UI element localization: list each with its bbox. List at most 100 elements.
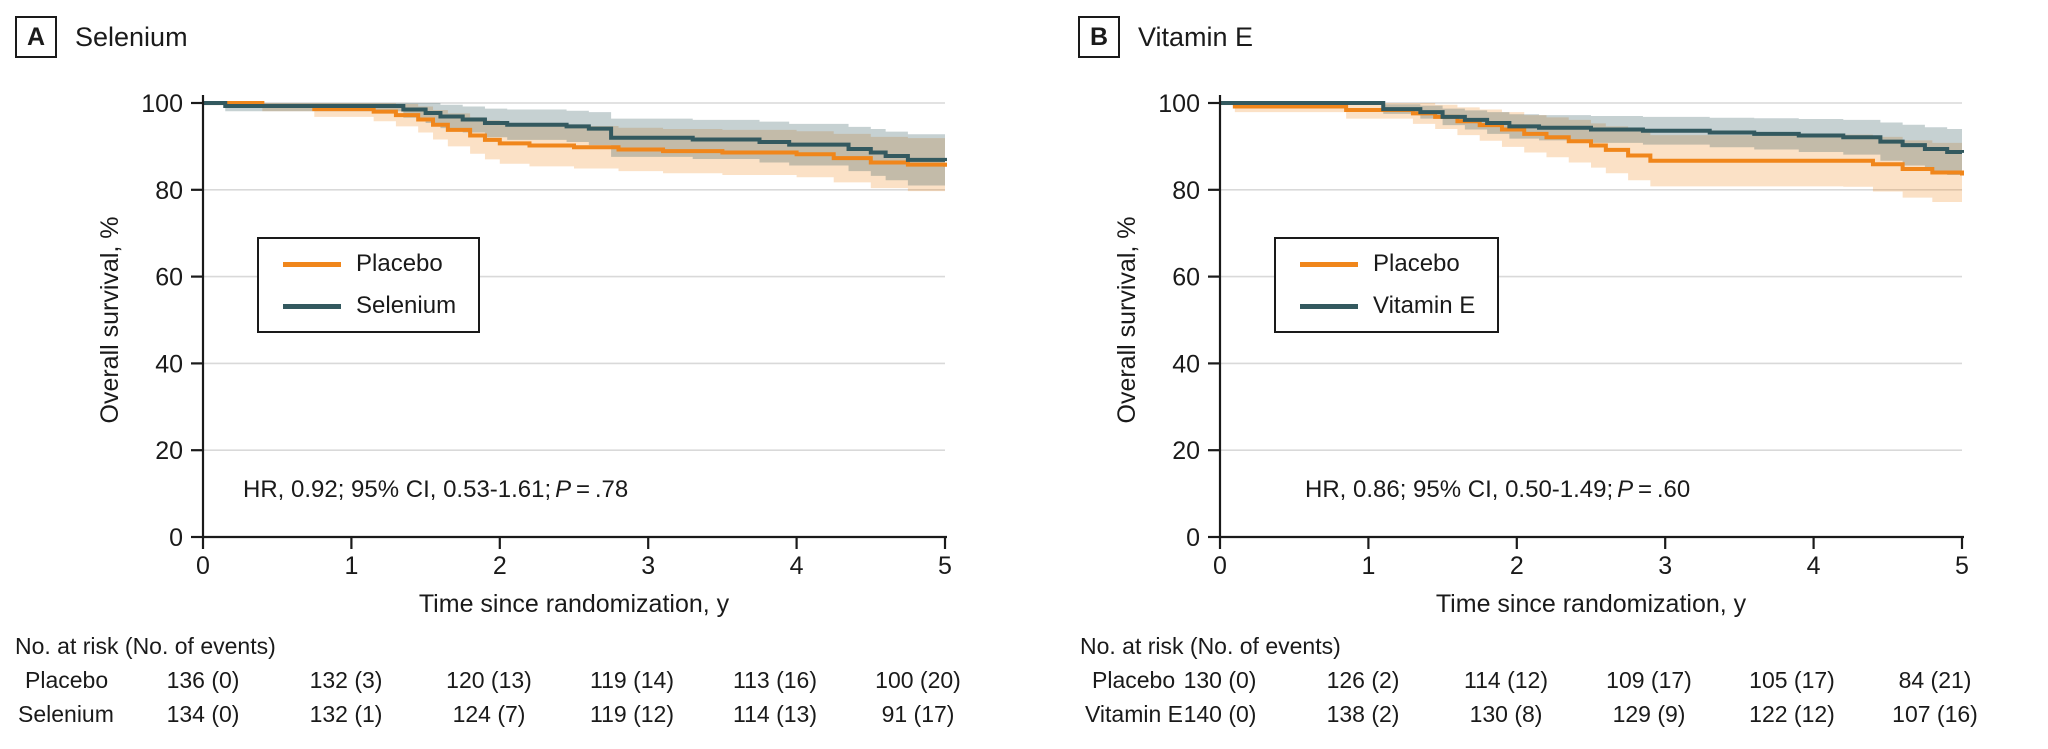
panel-a-title: A Selenium — [15, 16, 188, 58]
axes — [191, 95, 947, 549]
legend-row-placebo: Placebo — [283, 250, 456, 278]
risk-value: 113 (16) — [733, 667, 817, 693]
placebo-curve — [1220, 101, 1964, 176]
svg-text:3: 3 — [641, 552, 655, 580]
svg-text:0: 0 — [169, 524, 183, 552]
risk-value: 132 (3) — [309, 667, 383, 693]
panel-a-title-text: Selenium — [75, 21, 188, 52]
risk-value: 105 (17) — [1749, 667, 1835, 693]
svg-text:4: 4 — [790, 552, 804, 580]
risk-value: 114 (13) — [733, 701, 817, 727]
hr-annotation-a: HR, 0.92; 95% CI, 0.53-1.61; P = .78 — [243, 476, 628, 504]
risk-value: 120 (13) — [446, 667, 532, 693]
risk-table-b-header: No. at risk (No. of events) — [1080, 633, 1341, 659]
svg-text:5: 5 — [1955, 552, 1969, 580]
y-axis-title: Overall survival, % — [96, 217, 124, 424]
svg-text:1: 1 — [344, 552, 358, 580]
risk-value: 84 (21) — [1898, 667, 1972, 693]
risk-value: 107 (16) — [1892, 701, 1978, 727]
legend-label-placebo: Placebo — [1373, 250, 1460, 277]
svg-text:4: 4 — [1807, 552, 1821, 580]
placebo-line-swatch — [283, 261, 341, 267]
survival-curves — [1220, 101, 1964, 176]
selenium-line-swatch — [283, 303, 341, 309]
svg-text:3: 3 — [1658, 552, 1672, 580]
x-axis-title: Time since randomization, y — [419, 590, 730, 618]
svg-text:40: 40 — [1172, 350, 1200, 378]
risk-value: 100 (20) — [875, 667, 961, 693]
risk-value: 140 (0) — [1183, 701, 1257, 727]
vitamin-e-line-swatch — [1300, 303, 1358, 309]
risk-value: 129 (9) — [1612, 701, 1686, 727]
svg-text:100: 100 — [141, 90, 183, 118]
hr-annotation-a-text: HR, 0.92; 95% CI, 0.53-1.61; — [243, 476, 552, 503]
svg-text:2: 2 — [1510, 552, 1524, 580]
svg-text:5: 5 — [938, 552, 952, 580]
risk-row-label: Placebo — [25, 667, 109, 693]
legend-label-vitamin-e: Vitamin E — [1373, 292, 1476, 319]
vitamin-e-curve — [1220, 101, 1964, 155]
selenium-curve — [203, 101, 947, 162]
tick-labels: 0 20 40 60 80 100 0 1 2 3 4 5 — [141, 90, 952, 580]
panel-b-title: B Vitamin E — [1078, 16, 1253, 58]
placebo-line-swatch — [1300, 261, 1358, 267]
risk-row-label: Placebo — [1092, 667, 1176, 693]
hr-annotation-b: HR, 0.86; 95% CI, 0.50-1.49; P = .60 — [1305, 476, 1690, 504]
panel-b-legend: Placebo Vitamin E — [1274, 237, 1500, 333]
selenium-ci-band — [203, 103, 945, 188]
risk-value: 124 (7) — [452, 701, 526, 727]
svg-text:20: 20 — [155, 437, 183, 465]
risk-value: 138 (2) — [1326, 701, 1400, 727]
tick-labels: 0 20 40 60 80 100 0 1 2 3 4 5 — [1158, 90, 1969, 580]
risk-value: 109 (17) — [1606, 667, 1692, 693]
svg-text:60: 60 — [155, 264, 183, 292]
svg-text:80: 80 — [155, 177, 183, 205]
risk-value: 130 (0) — [1183, 667, 1257, 693]
risk-value: 119 (12) — [590, 701, 674, 727]
svg-text:1: 1 — [1361, 552, 1375, 580]
legend-row-placebo: Placebo — [1300, 250, 1475, 278]
survival-curves — [203, 101, 947, 167]
panel-a-letter-box: A — [15, 16, 57, 58]
placebo-ci-band — [1220, 103, 1962, 206]
y-axis-title: Overall survival, % — [1113, 217, 1141, 424]
svg-text:0: 0 — [196, 552, 210, 580]
svg-text:20: 20 — [1172, 437, 1200, 465]
risk-row-label: Vitamin E — [1085, 701, 1184, 727]
panel-b-plot: 0 20 40 60 80 100 0 1 2 3 4 5 Time since randomizati… — [1113, 90, 1969, 618]
panel-a-plot: 0 20 40 60 80 100 0 1 2 3 4 5 Time since randomizati… — [96, 90, 952, 618]
legend-row-selenium: Selenium — [283, 292, 456, 320]
panel-b-title-text: Vitamin E — [1138, 21, 1254, 52]
svg-text:80: 80 — [1172, 177, 1200, 205]
panel-a-legend: Placebo Selenium — [257, 237, 481, 333]
legend-label-selenium: Selenium — [356, 292, 457, 319]
risk-value: 134 (0) — [166, 701, 240, 727]
p-value-a: = .78 — [571, 476, 629, 503]
svg-text:0: 0 — [1213, 552, 1227, 580]
panel-b-letter-box: B — [1078, 16, 1120, 58]
risk-value: 114 (12) — [1464, 667, 1548, 693]
placebo-curve — [203, 101, 947, 167]
svg-text:100: 100 — [1158, 90, 1200, 118]
legend-label-placebo: Placebo — [356, 250, 443, 277]
svg-text:0: 0 — [1186, 524, 1200, 552]
risk-value: 122 (12) — [1749, 701, 1835, 727]
p-label-b: P — [1617, 476, 1634, 503]
risk-value: 119 (14) — [590, 667, 674, 693]
x-axis-title: Time since randomization, y — [1436, 590, 1747, 618]
axes — [1208, 95, 1964, 549]
svg-text:40: 40 — [155, 350, 183, 378]
legend-row-vitamin-e: Vitamin E — [1300, 292, 1475, 320]
svg-text:2: 2 — [493, 552, 507, 580]
p-label-a: P — [555, 476, 572, 503]
risk-value: 132 (1) — [309, 701, 383, 727]
risk-value: 91 (17) — [881, 701, 955, 727]
risk-value: 126 (2) — [1326, 667, 1400, 693]
risk-value: 130 (8) — [1469, 701, 1543, 727]
p-value-b: = .60 — [1633, 476, 1691, 503]
risk-value: 136 (0) — [166, 667, 240, 693]
risk-table-a-header: No. at risk (No. of events) — [15, 633, 276, 659]
risk-row-label: Selenium — [18, 701, 114, 727]
